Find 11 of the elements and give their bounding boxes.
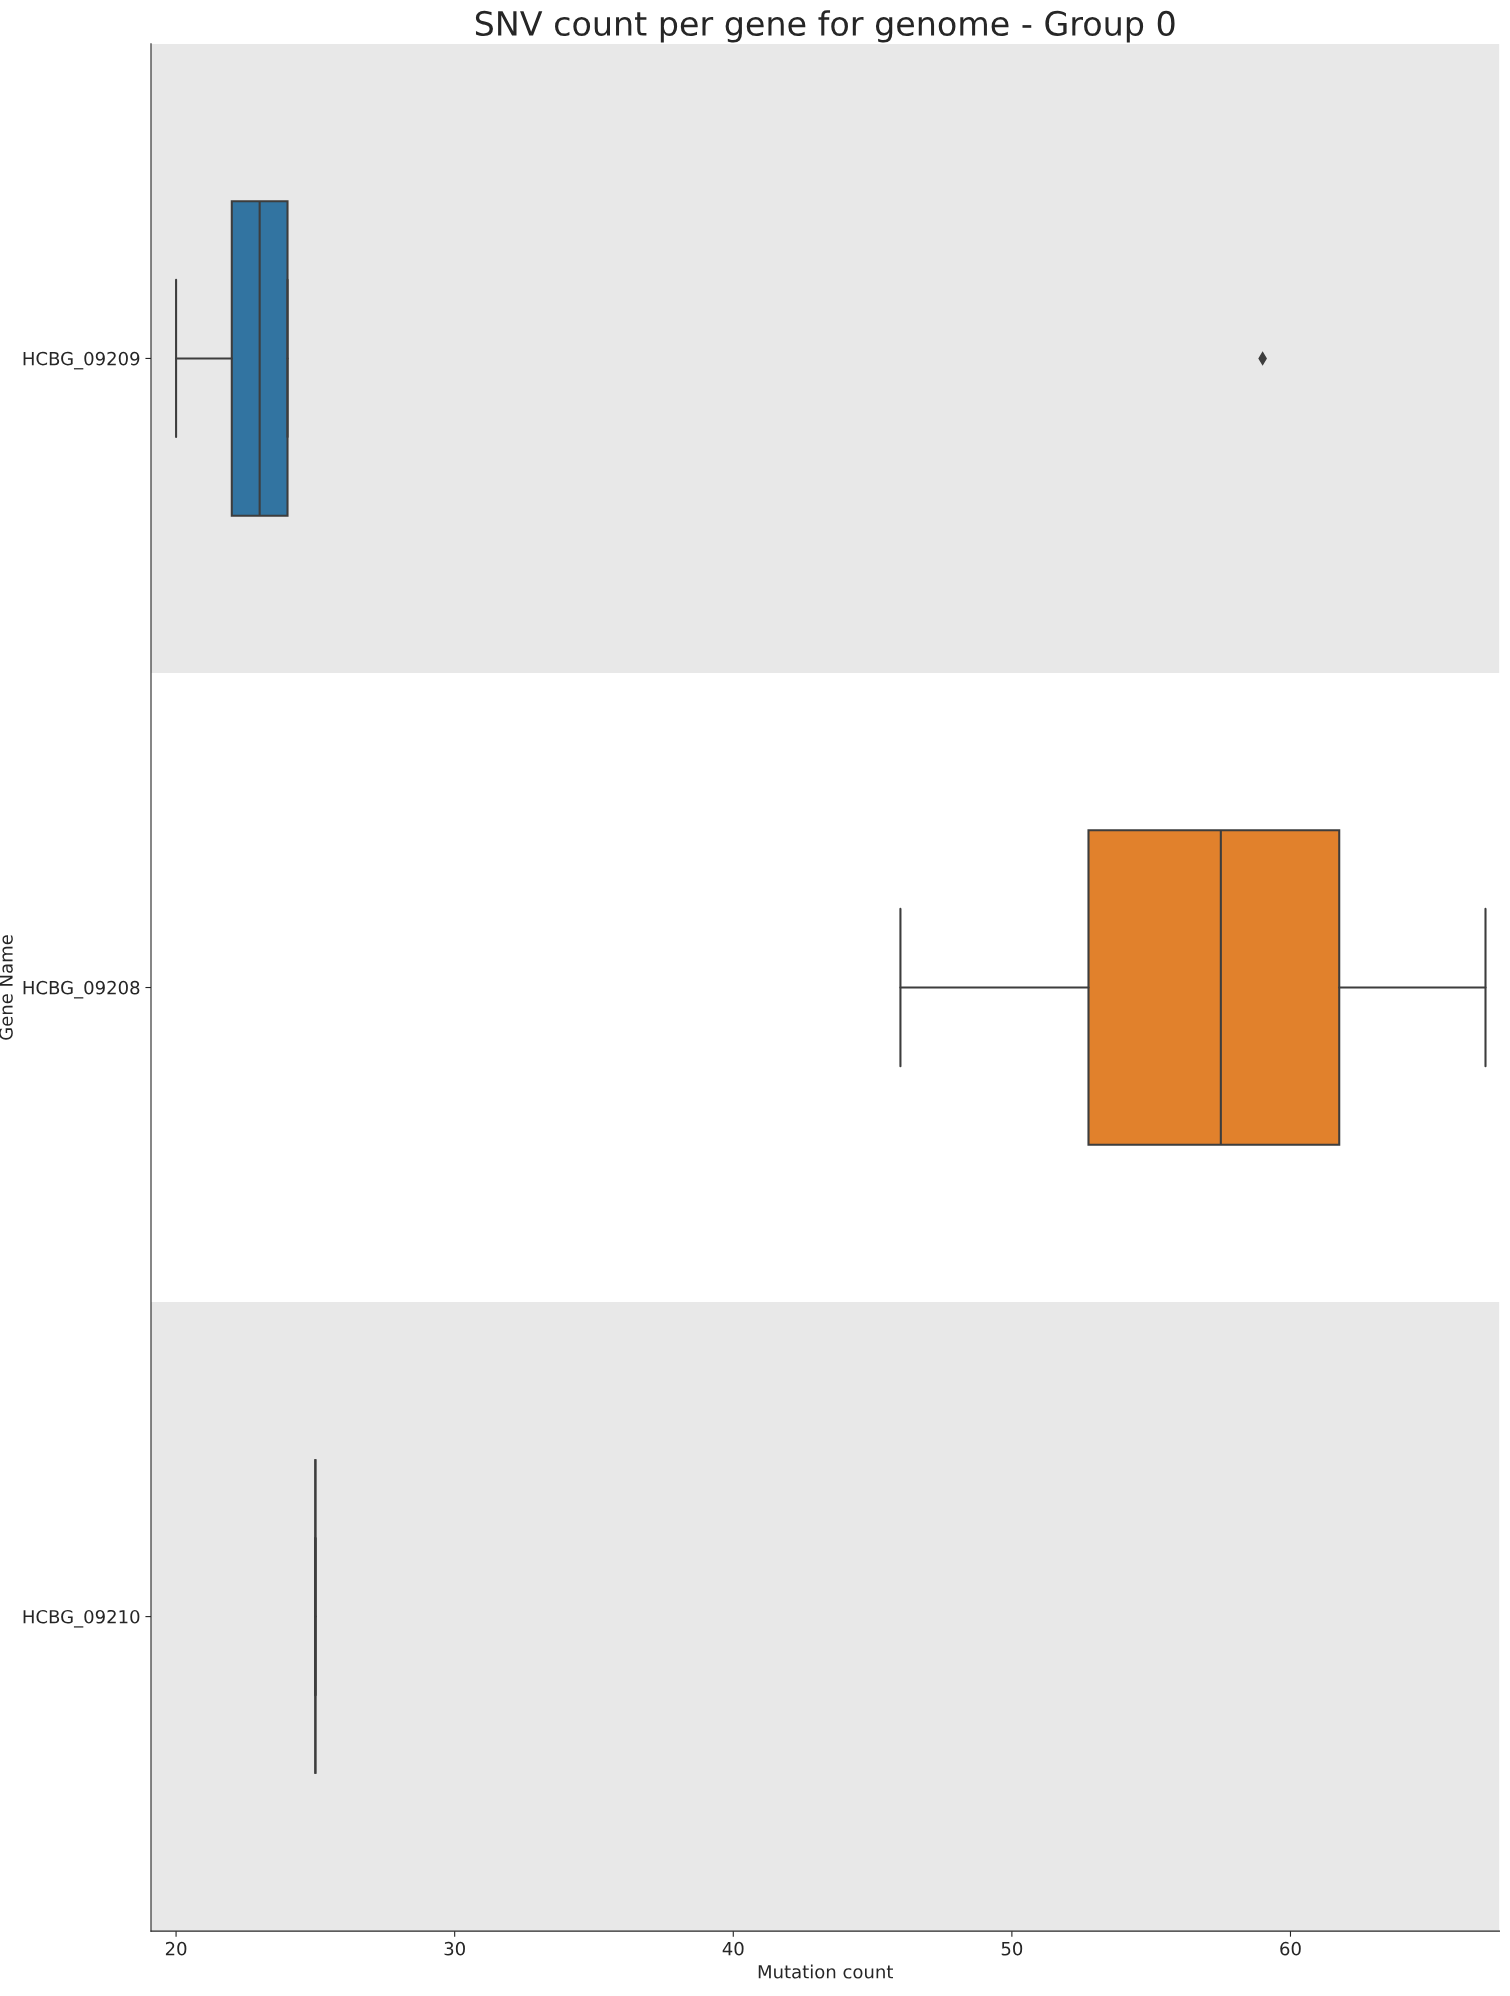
y-tick-label: HCBG_09209 [23,351,140,370]
y-tick-label: HCBG_09210 [23,1609,140,1628]
x-axis-title: Mutation count [758,1964,893,1979]
chart-title: SNV count per gene for genome - Group 0 [475,10,1175,43]
x-tick-label: 30 [444,1941,465,1956]
x-tick-label: 20 [165,1941,187,1956]
y-tick-label: HCBG_09208 [23,980,140,999]
x-tick-label: 40 [722,1941,744,1956]
x-tick-label: 50 [1001,1941,1023,1956]
x-tick-label: 60 [1280,1941,1301,1956]
y-axis-title: Gene Name [0,935,13,1040]
